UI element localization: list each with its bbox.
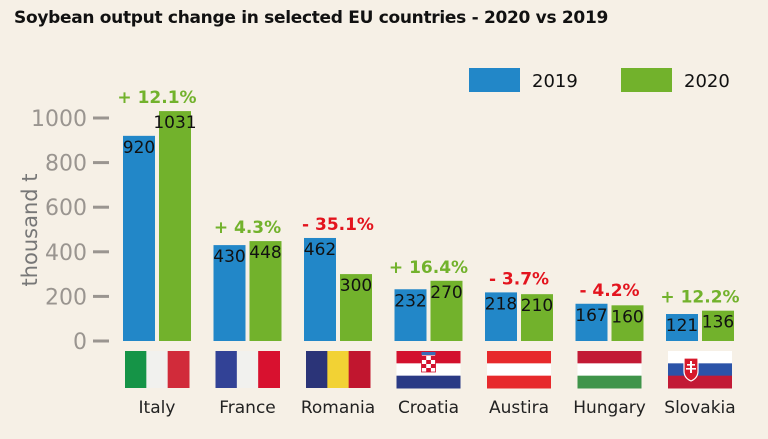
bar-hungary-2020 — [611, 305, 644, 341]
romania-flag-icon — [306, 351, 371, 388]
legend-label-2020: 2020 — [684, 71, 730, 92]
data-label: 430 — [213, 247, 245, 267]
croatia-flag-icon — [396, 351, 461, 389]
data-label: 448 — [249, 243, 281, 263]
bar-austira-2020 — [521, 294, 553, 341]
bar-france-2020 — [249, 241, 282, 341]
legend-swatch-2020 — [621, 68, 672, 92]
data-label: 300 — [340, 276, 372, 296]
data-label: 160 — [611, 307, 643, 327]
bar-romania-2020 — [340, 274, 372, 341]
slovakia-flag-icon — [668, 351, 732, 389]
bar-france-2019 — [213, 245, 246, 341]
data-label: 210 — [521, 296, 553, 316]
y-axis-label: thousand t — [18, 173, 42, 286]
change-annotation: + 16.4% — [389, 258, 468, 278]
x-tick-label: Italy — [139, 398, 176, 418]
change-annotation: + 4.3% — [214, 218, 281, 238]
y-tick-label: 200 — [45, 285, 87, 310]
data-label: 1031 — [153, 113, 196, 133]
y-tick-mark — [93, 116, 109, 120]
austria-flag-icon — [487, 351, 551, 389]
bar-croatia-2019 — [394, 289, 427, 341]
change-annotation: + 12.1% — [117, 88, 196, 108]
y-tick-label: 600 — [45, 196, 87, 221]
y-tick-label: 800 — [45, 152, 87, 177]
y-tick-mark — [93, 339, 109, 343]
change-annotation: - 4.2% — [579, 281, 639, 301]
bar-slovakia-2020 — [702, 310, 734, 341]
y-tick-mark — [93, 205, 109, 209]
change-annotation: - 3.7% — [489, 269, 549, 289]
x-tick-label: Austira — [489, 398, 549, 418]
data-label: 232 — [394, 291, 426, 311]
data-label: 121 — [666, 316, 698, 336]
bar-austira-2019 — [485, 292, 517, 341]
y-tick-mark — [93, 294, 109, 298]
italy-flag-icon — [125, 351, 190, 388]
data-label: 167 — [575, 306, 607, 326]
change-annotation: + 12.2% — [660, 288, 739, 308]
france-flag-icon — [215, 351, 280, 388]
data-label: 270 — [430, 283, 462, 303]
y-tick-mark — [93, 161, 109, 165]
legend-swatch-2019 — [469, 68, 520, 92]
data-label: 218 — [485, 294, 517, 314]
change-annotation: - 35.1% — [302, 215, 374, 235]
data-label: 920 — [123, 138, 155, 158]
y-tick-label: 400 — [45, 241, 87, 266]
x-tick-label: Romania — [301, 398, 375, 418]
y-tick-label: 0 — [73, 330, 87, 355]
data-label: 462 — [304, 240, 336, 260]
bar-hungary-2019 — [575, 303, 608, 341]
y-tick-mark — [93, 250, 109, 254]
bar-italy-2019 — [123, 135, 155, 341]
x-tick-label: Hungary — [573, 398, 646, 418]
legend: 2019 2020 — [469, 68, 730, 92]
chart-title: Soybean output change in selected EU cou… — [14, 8, 609, 28]
x-tick-label: France — [219, 398, 276, 418]
hungary-flag-icon — [577, 351, 642, 389]
legend-label-2019: 2019 — [532, 71, 578, 92]
bar-italy-2020 — [159, 111, 191, 341]
x-tick-label: Croatia — [398, 398, 459, 418]
bar-croatia-2020 — [430, 280, 463, 341]
x-tick-label: Slovakia — [664, 398, 735, 418]
data-label: 136 — [702, 313, 734, 333]
y-tick-label: 1000 — [31, 107, 87, 132]
bar-romania-2019 — [304, 237, 336, 341]
bar-slovakia-2019 — [666, 314, 698, 341]
